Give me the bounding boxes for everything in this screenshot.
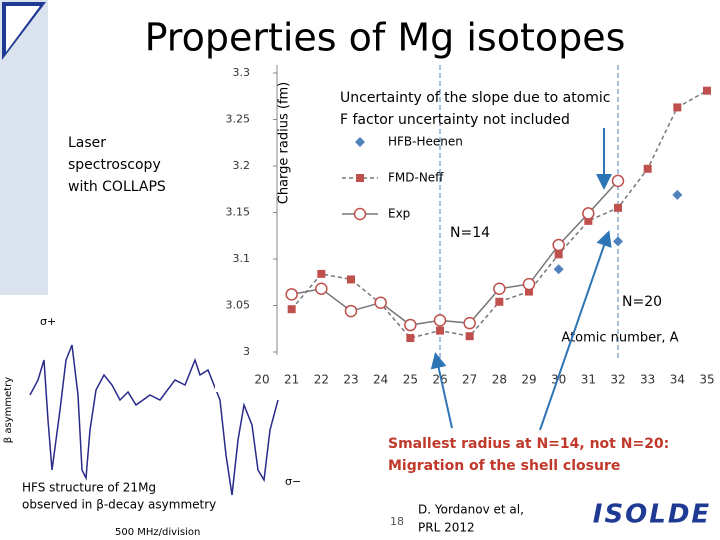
x-tick-label: 27	[462, 373, 477, 387]
data-point	[582, 207, 595, 220]
x-tick-label: 32	[610, 373, 625, 387]
hfs-spectrum	[29, 344, 279, 496]
data-point	[584, 216, 593, 225]
legend-label: HFB-Heenen	[388, 135, 463, 149]
x-tick-label: 22	[314, 373, 329, 387]
y-tick-label: 3.25	[226, 113, 251, 126]
data-point	[374, 296, 387, 309]
x-tick-label: 25	[403, 373, 418, 387]
x-tick-label: 24	[373, 373, 388, 387]
annotation: Migration of the shell closure	[388, 458, 620, 474]
annotation: Smallest radius at N=14, not N=20:	[388, 436, 669, 452]
y-axis-label: Charge radius (fm)	[277, 82, 292, 204]
x-tick-label: 20	[254, 373, 269, 387]
data-point	[493, 282, 506, 296]
y-tick-label: 3.3	[233, 66, 251, 79]
data-point	[673, 103, 682, 112]
legend-label: FMD-Neff	[388, 171, 444, 185]
legend-label: Exp	[388, 207, 410, 221]
y-tick-label: 3.05	[226, 299, 251, 312]
legend-marker	[356, 174, 364, 182]
x-tick-label: 33	[640, 373, 655, 387]
hfs-caption: HFS structure of 21Mg	[22, 481, 156, 495]
data-point	[436, 326, 444, 335]
data-point	[433, 314, 447, 327]
data-point	[703, 86, 711, 95]
legend-marker	[353, 207, 367, 221]
corner-logo-inner	[6, 6, 40, 52]
annotation: N=20	[622, 294, 662, 310]
x-tick-label: 35	[699, 373, 714, 387]
data-point	[672, 189, 683, 200]
isolde-logo: ISOLDE	[593, 500, 711, 530]
method-line: with COLLAPS	[68, 179, 166, 195]
y-tick-label: 3.2	[233, 159, 251, 172]
arrow	[539, 230, 612, 431]
sigma-minus: σ−	[285, 475, 301, 488]
data-point	[554, 250, 563, 259]
y-tick-label: 3.1	[233, 252, 251, 265]
hfs-caption: observed in β-decay asymmetry	[22, 498, 216, 512]
data-point	[344, 304, 358, 318]
legend-marker	[355, 137, 365, 147]
y-tick-label: 3.15	[226, 206, 251, 219]
data-point	[406, 334, 415, 343]
slide-title: Properties of Mg isotopes	[145, 16, 626, 60]
sigma-plus: σ+	[40, 315, 56, 328]
data-point	[522, 277, 536, 291]
data-point	[495, 297, 504, 306]
data-point	[614, 203, 622, 212]
reference: D. Yordanov et al,	[418, 503, 524, 517]
data-point	[315, 282, 328, 296]
annotation: F factor uncertainty not included	[340, 112, 570, 128]
x-tick-label: 23	[343, 373, 358, 387]
data-point	[553, 264, 564, 275]
annotation: N=14	[450, 225, 490, 241]
arrow	[430, 352, 453, 429]
method-line: spectroscopy	[68, 157, 161, 173]
data-point	[643, 164, 652, 173]
x-axis-label: Atomic number, A	[561, 331, 678, 346]
x-tick-label: 30	[551, 373, 566, 387]
data-point	[404, 318, 417, 332]
hfs-x-label: 500 MHz/division	[115, 527, 200, 538]
annotation: Uncertainty of the slope due to atomic	[340, 90, 611, 106]
data-point	[525, 287, 533, 296]
method-line: Laser	[68, 135, 106, 151]
x-tick-label: 21	[284, 373, 299, 387]
x-tick-label: 34	[670, 373, 685, 387]
hfs-y-label: β asymmetry	[3, 377, 14, 443]
data-point	[287, 305, 296, 314]
page-number: 18	[390, 515, 404, 528]
data-point	[611, 174, 625, 188]
text-panel	[48, 60, 213, 295]
x-tick-label: 28	[492, 373, 507, 387]
y-tick-label: 3	[243, 345, 250, 358]
data-point	[463, 316, 476, 330]
data-point	[613, 236, 623, 247]
data-point	[317, 269, 326, 278]
data-point	[465, 332, 474, 341]
reference: PRL 2012	[418, 521, 475, 535]
chart: Charge radius (fm) 3 3.05 3.1 3.15 3.2 3.25 3.3…	[215, 62, 720, 474]
data-point	[347, 275, 355, 284]
data-point	[552, 238, 565, 252]
x-tick-label: 29	[521, 373, 536, 387]
data-point	[285, 288, 298, 301]
x-tick-label: 26	[432, 373, 447, 387]
x-tick-label: 31	[581, 373, 596, 387]
